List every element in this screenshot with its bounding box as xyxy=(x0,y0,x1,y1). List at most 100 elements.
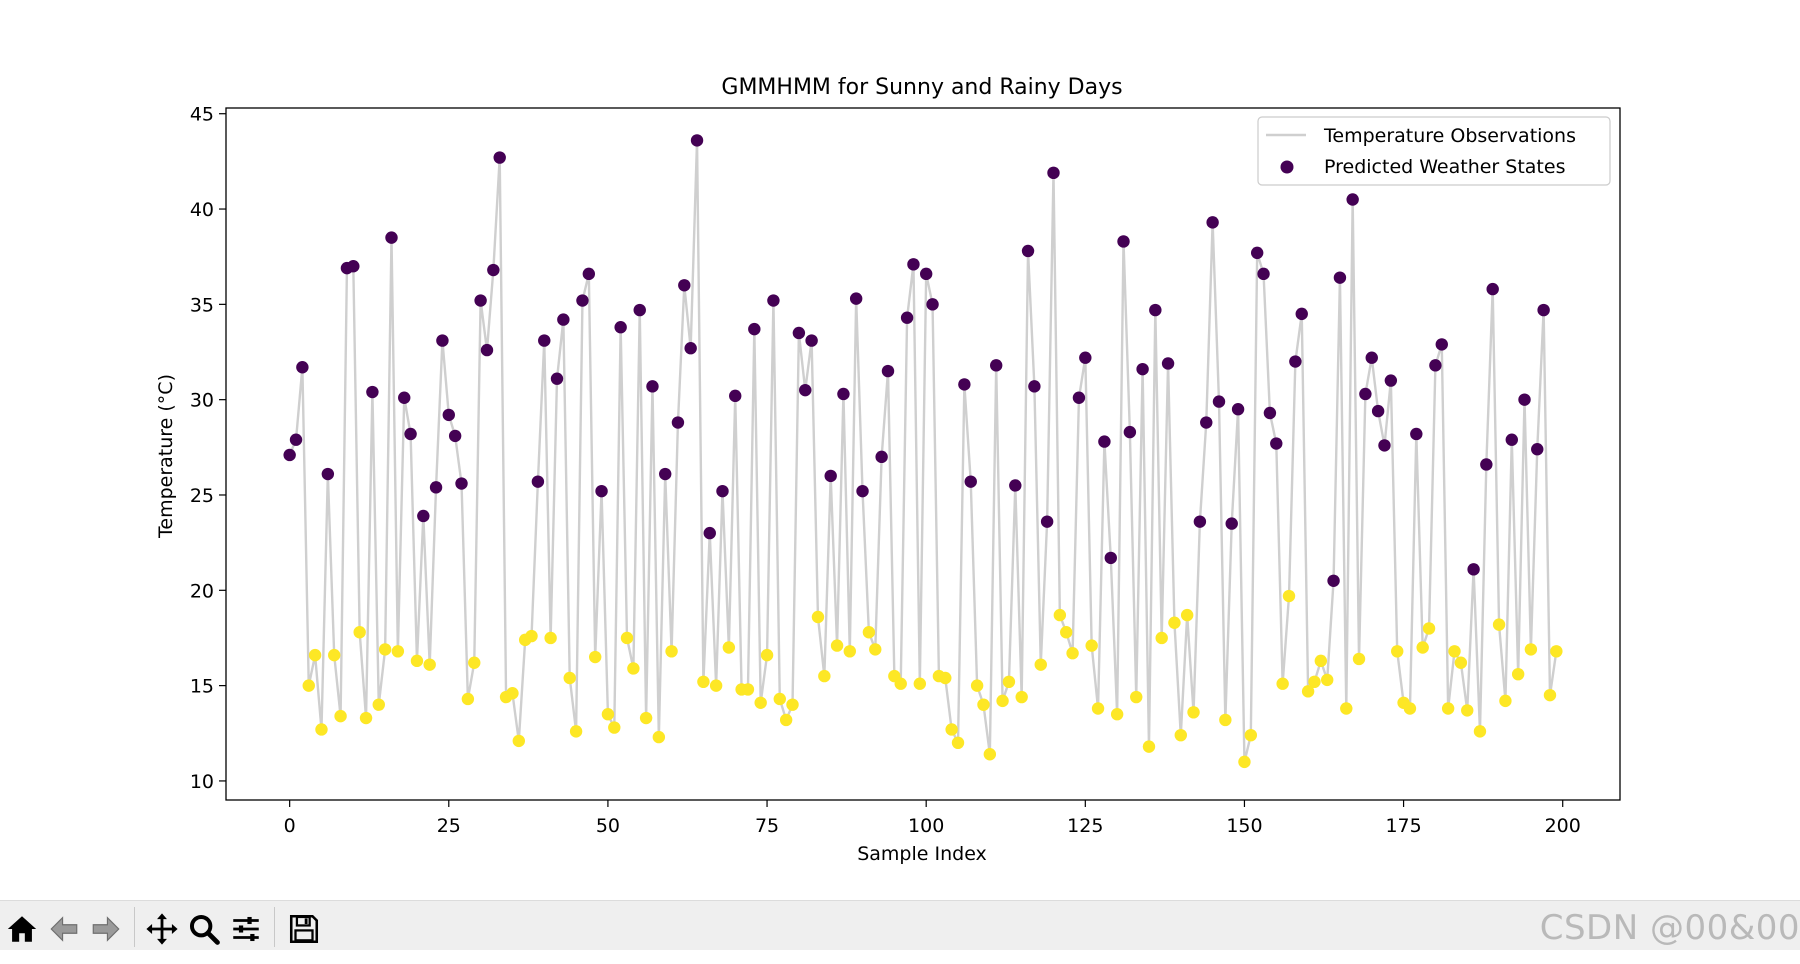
state-point-high xyxy=(799,383,812,397)
state-point-high xyxy=(1263,406,1277,420)
state-point-high xyxy=(792,326,806,340)
home-icon xyxy=(7,916,37,942)
plot-frame xyxy=(225,107,1621,801)
state-point-low xyxy=(1174,728,1187,742)
configure-subplots-button[interactable] xyxy=(226,909,266,949)
state-point-high xyxy=(557,313,570,326)
y-axis-label: Temperature (°C) xyxy=(155,374,177,539)
state-point-high xyxy=(703,526,716,540)
state-point-low xyxy=(939,671,952,685)
zoom-button[interactable] xyxy=(184,909,224,949)
zoom-magnifier-icon xyxy=(189,914,220,945)
state-point-high xyxy=(296,361,309,374)
back-button[interactable] xyxy=(44,909,84,949)
state-point-high xyxy=(1537,303,1550,317)
y-tick-label: 25 xyxy=(190,485,214,507)
state-point-low xyxy=(461,692,475,706)
state-point-low xyxy=(1219,713,1232,727)
state-point-low xyxy=(951,736,965,750)
state-point-high xyxy=(1072,391,1086,404)
state-point-high xyxy=(805,334,818,347)
state-point-low xyxy=(1168,616,1181,629)
state-point-low xyxy=(525,629,538,643)
state-point-low xyxy=(302,679,315,692)
state-point-high xyxy=(919,267,933,281)
state-point-high xyxy=(1518,393,1531,406)
state-point-low xyxy=(1142,740,1156,753)
state-point-high xyxy=(347,260,360,273)
state-point-high xyxy=(824,469,837,483)
state-point-high xyxy=(1021,244,1035,258)
x-axis-label: Sample Index xyxy=(857,843,987,865)
state-point-low xyxy=(1314,654,1328,668)
state-point-high xyxy=(1289,355,1302,368)
state-point-high xyxy=(404,427,417,441)
state-point-high xyxy=(671,416,685,429)
state-point-low xyxy=(869,643,882,656)
state-point-low xyxy=(1130,690,1143,704)
y-tick-label: 15 xyxy=(190,676,214,698)
state-point-high xyxy=(837,387,850,401)
state-point-low xyxy=(1085,639,1098,652)
state-point-low xyxy=(1543,688,1557,702)
state-point-high xyxy=(1104,551,1117,565)
state-point-high xyxy=(1250,246,1264,260)
state-point-high xyxy=(1136,362,1149,376)
state-point-high xyxy=(487,263,500,277)
state-point-low xyxy=(843,645,856,658)
toolbar-separator xyxy=(274,907,275,947)
state-point-low xyxy=(506,687,519,700)
state-point-high xyxy=(1359,387,1372,401)
state-point-low xyxy=(353,626,366,639)
x-tick-label: 25 xyxy=(437,815,461,837)
state-point-high xyxy=(1346,193,1359,206)
state-point-high xyxy=(1206,216,1219,229)
pan-move-icon xyxy=(146,913,178,945)
state-point-low xyxy=(563,671,576,685)
state-point-low xyxy=(1422,622,1436,635)
y-tick-label: 40 xyxy=(190,199,214,221)
legend: Temperature Observations Predicted Weath… xyxy=(1257,116,1611,186)
state-point-high xyxy=(455,477,468,490)
state-point-low xyxy=(1155,631,1168,645)
state-point-high xyxy=(614,321,627,334)
state-point-low xyxy=(512,734,525,748)
state-point-high xyxy=(1040,515,1054,528)
state-point-low xyxy=(1276,677,1289,690)
state-point-high xyxy=(856,484,869,498)
state-point-low xyxy=(977,698,990,711)
state-point-high xyxy=(1295,307,1308,321)
legend-entry-temperature: Temperature Observations xyxy=(1323,125,1576,147)
state-point-low xyxy=(308,648,322,662)
x-tick-label: 150 xyxy=(1226,815,1262,837)
pan-button[interactable] xyxy=(142,909,182,949)
state-point-low xyxy=(665,645,678,658)
state-points xyxy=(283,134,1563,769)
state-point-high xyxy=(678,279,691,292)
temperature-line xyxy=(288,139,1558,764)
state-point-low xyxy=(779,713,793,727)
toolbar-separator xyxy=(134,907,135,947)
forward-button[interactable] xyxy=(86,909,126,949)
state-point-high xyxy=(1435,338,1448,351)
state-point-low xyxy=(786,698,799,711)
state-point-high xyxy=(690,134,704,147)
x-tick-label: 175 xyxy=(1385,815,1421,837)
state-point-low xyxy=(894,677,907,690)
state-point-high xyxy=(366,385,379,399)
state-point-low xyxy=(1066,647,1079,660)
state-point-low xyxy=(722,641,736,654)
state-point-low xyxy=(1473,725,1487,738)
state-point-low xyxy=(359,711,373,725)
watermark-text: CSDN @00&00 xyxy=(1539,908,1800,948)
state-point-high xyxy=(1079,351,1092,364)
y-tick-label: 10 xyxy=(190,771,214,793)
state-point-low xyxy=(468,656,481,669)
state-point-high xyxy=(1270,437,1283,450)
state-point-low xyxy=(334,709,347,723)
state-point-low xyxy=(945,723,958,736)
state-point-high xyxy=(576,294,589,307)
state-point-low xyxy=(1110,708,1124,721)
home-button[interactable] xyxy=(2,909,42,949)
save-button[interactable] xyxy=(284,909,324,949)
